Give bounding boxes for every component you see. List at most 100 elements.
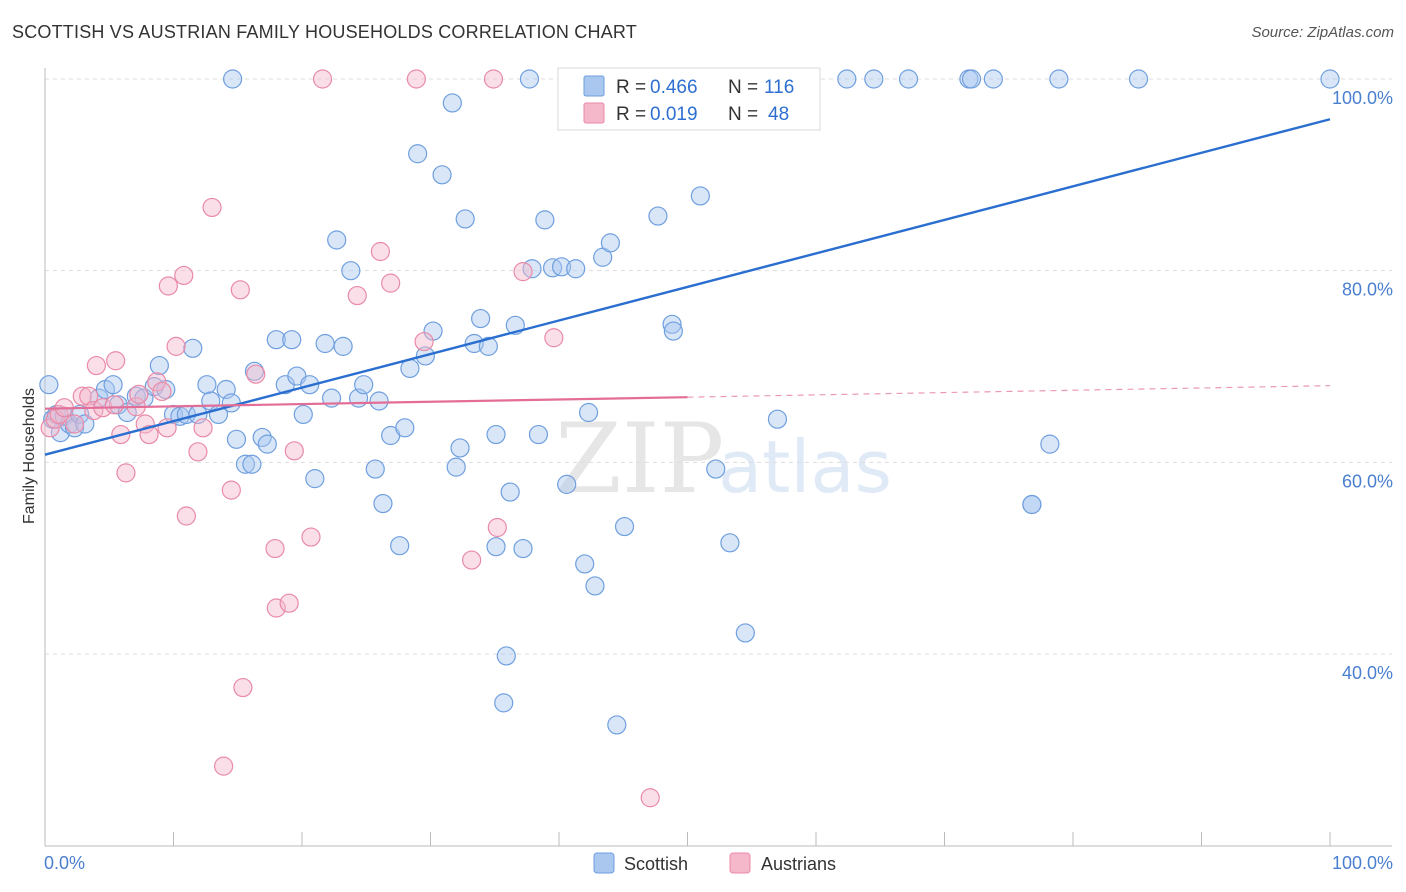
x-ticks: [44, 832, 1331, 846]
austrians-point: [116, 463, 136, 483]
scottish-point: [1320, 69, 1340, 89]
austrians-point: [72, 386, 92, 406]
scottish-point: [365, 459, 385, 479]
austrians-point: [104, 395, 124, 415]
scottish-point: [223, 69, 243, 89]
scottish-point: [75, 414, 95, 434]
scottish-point: [471, 308, 491, 329]
scottish-point: [354, 375, 374, 395]
scottish-point: [282, 330, 302, 350]
legend: R = 0.466 N = 116 R = 0.019 N = 48: [557, 67, 821, 131]
bottom-legend-label-austrians: Austrians: [761, 854, 836, 874]
axes: [44, 68, 1392, 847]
scottish-point: [266, 330, 286, 350]
trend-line-scottish: [44, 118, 1331, 456]
legend-swatch-scottish: [583, 75, 605, 97]
watermark: ZIP atlas: [555, 403, 892, 515]
scottish-point: [327, 230, 347, 250]
y-tick-label: 100.0%: [1332, 88, 1393, 108]
scottish-point: [450, 438, 470, 458]
scottish-point: [690, 186, 710, 206]
x-tick-label-min: 0.0%: [44, 853, 85, 873]
austrians-point: [166, 336, 186, 356]
austrians-point: [79, 386, 99, 406]
legend-r-label-2: R =: [616, 104, 646, 125]
austrians-point: [544, 328, 564, 348]
bottom-legend-swatch-austrians: [729, 852, 751, 874]
scottish-point: [455, 209, 475, 229]
series-scottish-points: [39, 69, 1340, 735]
bottom-legend-swatch-scottish: [593, 852, 615, 874]
scottish-point: [614, 516, 635, 537]
austrians-point: [279, 593, 299, 613]
scottish-point: [494, 693, 514, 713]
trend-lines: [44, 118, 1331, 456]
scottish-point: [898, 69, 919, 89]
austrians-point: [312, 69, 333, 89]
scottish-point: [486, 424, 506, 445]
legend-r-value-2: 0.019: [650, 104, 698, 125]
scottish-point: [1040, 434, 1060, 454]
bottom-legend-label-scottish: Scottish: [624, 854, 688, 874]
austrians-point: [64, 414, 85, 434]
scottish-point: [369, 391, 389, 411]
scottish-point: [373, 493, 393, 514]
x-tick-label-max: 100.0%: [1332, 853, 1393, 873]
bottom-legend: Scottish Austrians: [593, 852, 836, 874]
scottish-point: [864, 69, 884, 89]
series-austrians-points: [40, 69, 660, 808]
scottish-point: [486, 537, 506, 557]
austrians-point: [106, 351, 126, 371]
scottish-point: [183, 338, 203, 358]
scottish-point: [432, 165, 452, 185]
austrians-point: [129, 384, 149, 404]
legend-n-label-1: N =: [728, 77, 758, 98]
scottish-point: [333, 336, 353, 356]
legend-r-value-1: 0.466: [650, 77, 698, 98]
legend-n-value-2: 48: [768, 104, 789, 125]
scottish-point: [226, 429, 247, 449]
scottish-point: [293, 404, 313, 425]
scottish-point: [341, 261, 361, 281]
scottish-point: [1128, 69, 1149, 89]
scottish-point: [535, 210, 555, 230]
austrians-point: [347, 285, 367, 306]
scottish-point: [242, 454, 262, 474]
austrians-point: [370, 241, 390, 262]
legend-n-value-1: 116: [764, 77, 794, 98]
legend-n-label-2: N =: [728, 104, 758, 125]
watermark-atlas: atlas: [718, 425, 892, 509]
scottish-point: [513, 538, 533, 559]
austrians-point: [246, 364, 266, 384]
y-tick-label: 40.0%: [1342, 663, 1393, 683]
scottish-point: [663, 321, 683, 341]
scottish-point: [257, 434, 277, 454]
austrians-point: [640, 788, 660, 808]
scottish-point: [519, 69, 540, 89]
scottish-point: [390, 536, 410, 556]
scottish-point: [442, 93, 462, 113]
scottish-point: [551, 257, 572, 277]
austrians-point: [301, 527, 321, 547]
scottish-point: [961, 69, 982, 89]
scottish-point: [408, 144, 428, 164]
scottish-point: [197, 375, 217, 395]
scottish-point: [221, 393, 241, 413]
austrians-point: [230, 280, 250, 300]
scottish-point: [149, 355, 169, 376]
scottish-point: [600, 233, 621, 253]
austrians-point: [158, 276, 178, 296]
gridlines: [45, 78, 1392, 655]
austrians-point: [202, 197, 222, 218]
scottish-point: [607, 715, 627, 735]
y-tick-label: 60.0%: [1342, 471, 1393, 491]
scottish-point: [496, 646, 516, 666]
scottish-point: [39, 375, 59, 395]
chart-title: SCOTTISH VS AUSTRIAN FAMILY HOUSEHOLDS C…: [12, 22, 637, 42]
austrians-point: [414, 331, 434, 352]
austrians-point: [406, 69, 426, 89]
scottish-point: [557, 474, 577, 494]
austrians-point: [86, 355, 107, 376]
scottish-point: [735, 623, 755, 643]
